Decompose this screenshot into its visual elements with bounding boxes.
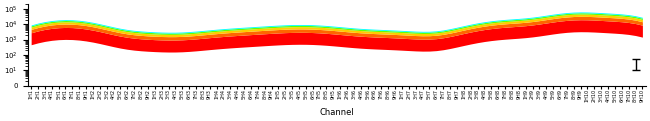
X-axis label: Channel: Channel bbox=[319, 108, 354, 117]
